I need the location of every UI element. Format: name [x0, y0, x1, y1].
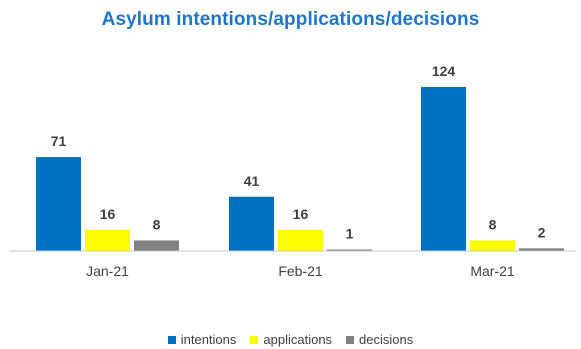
legend-item-decisions: decisions: [346, 332, 413, 347]
bars-group: [36, 87, 564, 251]
bar-applications-feb-21: [278, 229, 323, 251]
data-label-intentions-feb-21: 41: [244, 173, 260, 189]
bar-intentions-jan-21: [36, 157, 81, 251]
data-label-decisions-jan-21: 8: [153, 216, 161, 232]
data-label-intentions-mar-21: 124: [432, 63, 456, 79]
legend-swatch-decisions: [346, 335, 355, 344]
chart-title: Asylum intentions/applications/decisions: [101, 9, 480, 30]
data-label-applications-mar-21: 8: [489, 216, 497, 232]
data-label-decisions-mar-21: 2: [538, 224, 546, 240]
data-label-decisions-feb-21: 1: [346, 226, 354, 242]
data-label-intentions-jan-21: 71: [51, 133, 67, 149]
legend-label-intentions: intentions: [180, 332, 237, 347]
data-labels-group: 71 16 8 41 16 1 124 8 2: [51, 63, 546, 242]
legend-label-applications: applications: [263, 332, 333, 347]
bar-intentions-mar-21: [421, 87, 466, 251]
x-tick-labels-group: Jan-21 Feb-21 Mar-21: [86, 263, 515, 279]
legend-item-applications: applications: [250, 332, 332, 347]
bar-decisions-mar-21: [519, 248, 564, 251]
bar-decisions-jan-21: [134, 240, 179, 251]
bar-applications-jan-21: [85, 229, 130, 251]
data-label-applications-jan-21: 16: [100, 206, 116, 222]
data-label-applications-feb-21: 16: [293, 206, 309, 222]
legend-swatch-intentions: [167, 335, 176, 344]
legend: intentions applications decisions: [0, 332, 581, 347]
bar-decisions-feb-21: [327, 249, 372, 251]
legend-label-decisions: decisions: [359, 332, 414, 347]
bar-intentions-feb-21: [229, 196, 274, 251]
legend-item-intentions: intentions: [167, 332, 237, 347]
bar-applications-mar-21: [470, 240, 515, 251]
x-tick-label-feb-21: Feb-21: [278, 263, 323, 279]
legend-swatch-applications: [250, 335, 259, 344]
x-tick-label-mar-21: Mar-21: [470, 263, 515, 279]
x-tick-label-jan-21: Jan-21: [86, 263, 129, 279]
